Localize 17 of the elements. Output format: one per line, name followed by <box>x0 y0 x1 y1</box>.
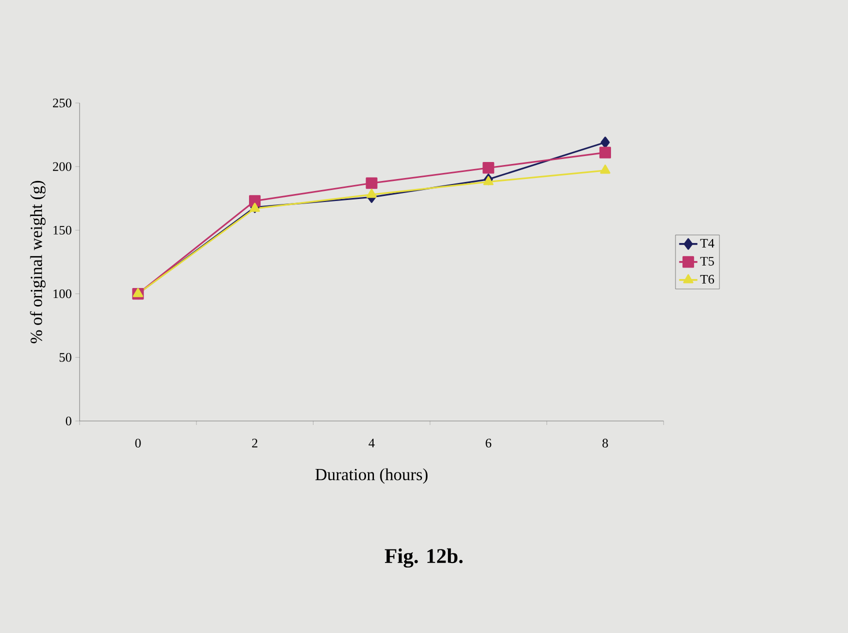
x-tick-label: 4 <box>368 438 375 448</box>
x-tick-label: 6 <box>486 438 492 448</box>
y-tick-label: 50 <box>60 353 72 362</box>
y-tick-label: 200 <box>52 162 72 171</box>
y-tick-label: 250 <box>52 98 72 108</box>
text: Fig. 12b. <box>384 548 463 568</box>
legend-label: T4 <box>700 238 714 248</box>
y-tick-label: 0 <box>66 416 72 426</box>
y-axis-title: % of original weight (g) <box>30 180 46 344</box>
x-tick-label: 0 <box>135 438 141 448</box>
legend-label: T5 <box>700 256 714 266</box>
x-tick-label: 8 <box>602 438 608 448</box>
legend-label: T6 <box>700 274 714 284</box>
y-tick-label: 100 <box>54 289 72 298</box>
x-tick-label: 2 <box>252 438 258 448</box>
x-axis-title: Duration (hours) <box>315 468 428 484</box>
y-tick-label: 150 <box>54 226 72 235</box>
